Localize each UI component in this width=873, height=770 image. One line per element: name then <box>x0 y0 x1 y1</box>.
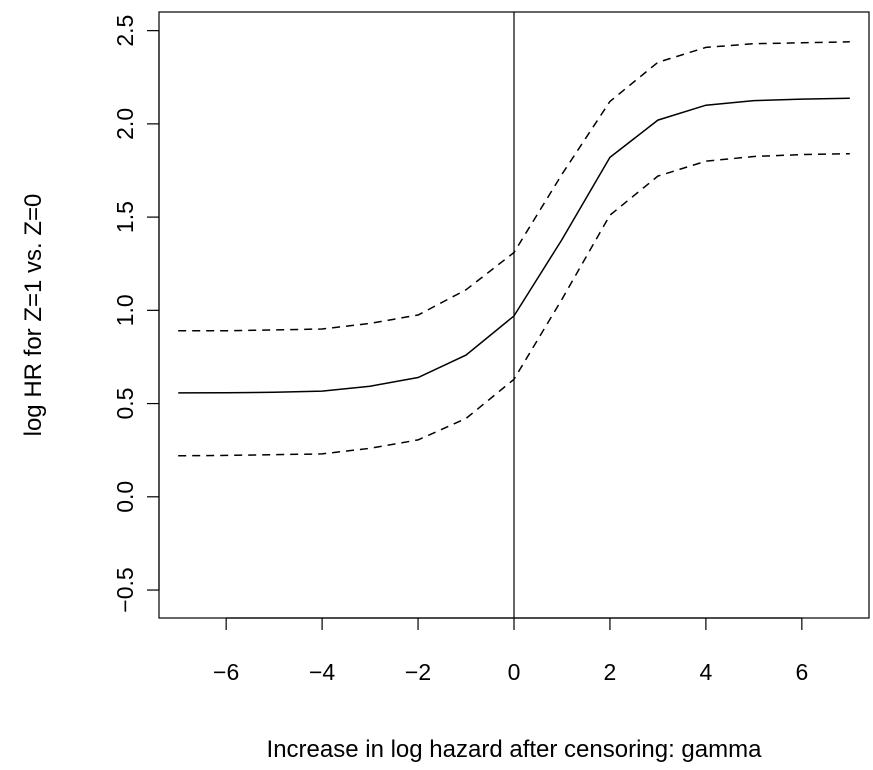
y-tick-label: 0.0 <box>112 481 138 513</box>
y-tick-label: 1.5 <box>112 201 138 233</box>
y-axis-title: log HR for Z=1 vs. Z=0 <box>20 194 47 437</box>
y-tick-label: −0.5 <box>112 567 138 612</box>
y-tick-label: 2.0 <box>112 108 138 140</box>
series-line-3-dashed <box>178 152 850 457</box>
x-tick-label: −2 <box>405 659 431 685</box>
series-line-2-solid <box>178 97 850 394</box>
x-axis: −6 −4 −2 0 2 4 6 <box>213 617 808 685</box>
x-tick-label: 6 <box>795 659 808 685</box>
x-tick-label: 2 <box>604 659 617 685</box>
y-tick-label: 0.5 <box>112 388 138 420</box>
y-axis: −0.5 0.0 0.5 1.0 1.5 2.0 2.5 <box>112 15 160 613</box>
x-tick-label: −6 <box>213 659 239 685</box>
x-tick-label: 0 <box>508 659 521 685</box>
x-tick-label: 4 <box>699 659 712 685</box>
series-line-1-dashed <box>178 41 850 332</box>
y-tick-label: 1.0 <box>112 294 138 326</box>
x-axis-title: Increase in log hazard after censoring: … <box>267 736 763 763</box>
series-layer <box>178 41 850 457</box>
x-tick-label: −4 <box>309 659 335 685</box>
y-tick-label: 2.5 <box>112 15 138 47</box>
